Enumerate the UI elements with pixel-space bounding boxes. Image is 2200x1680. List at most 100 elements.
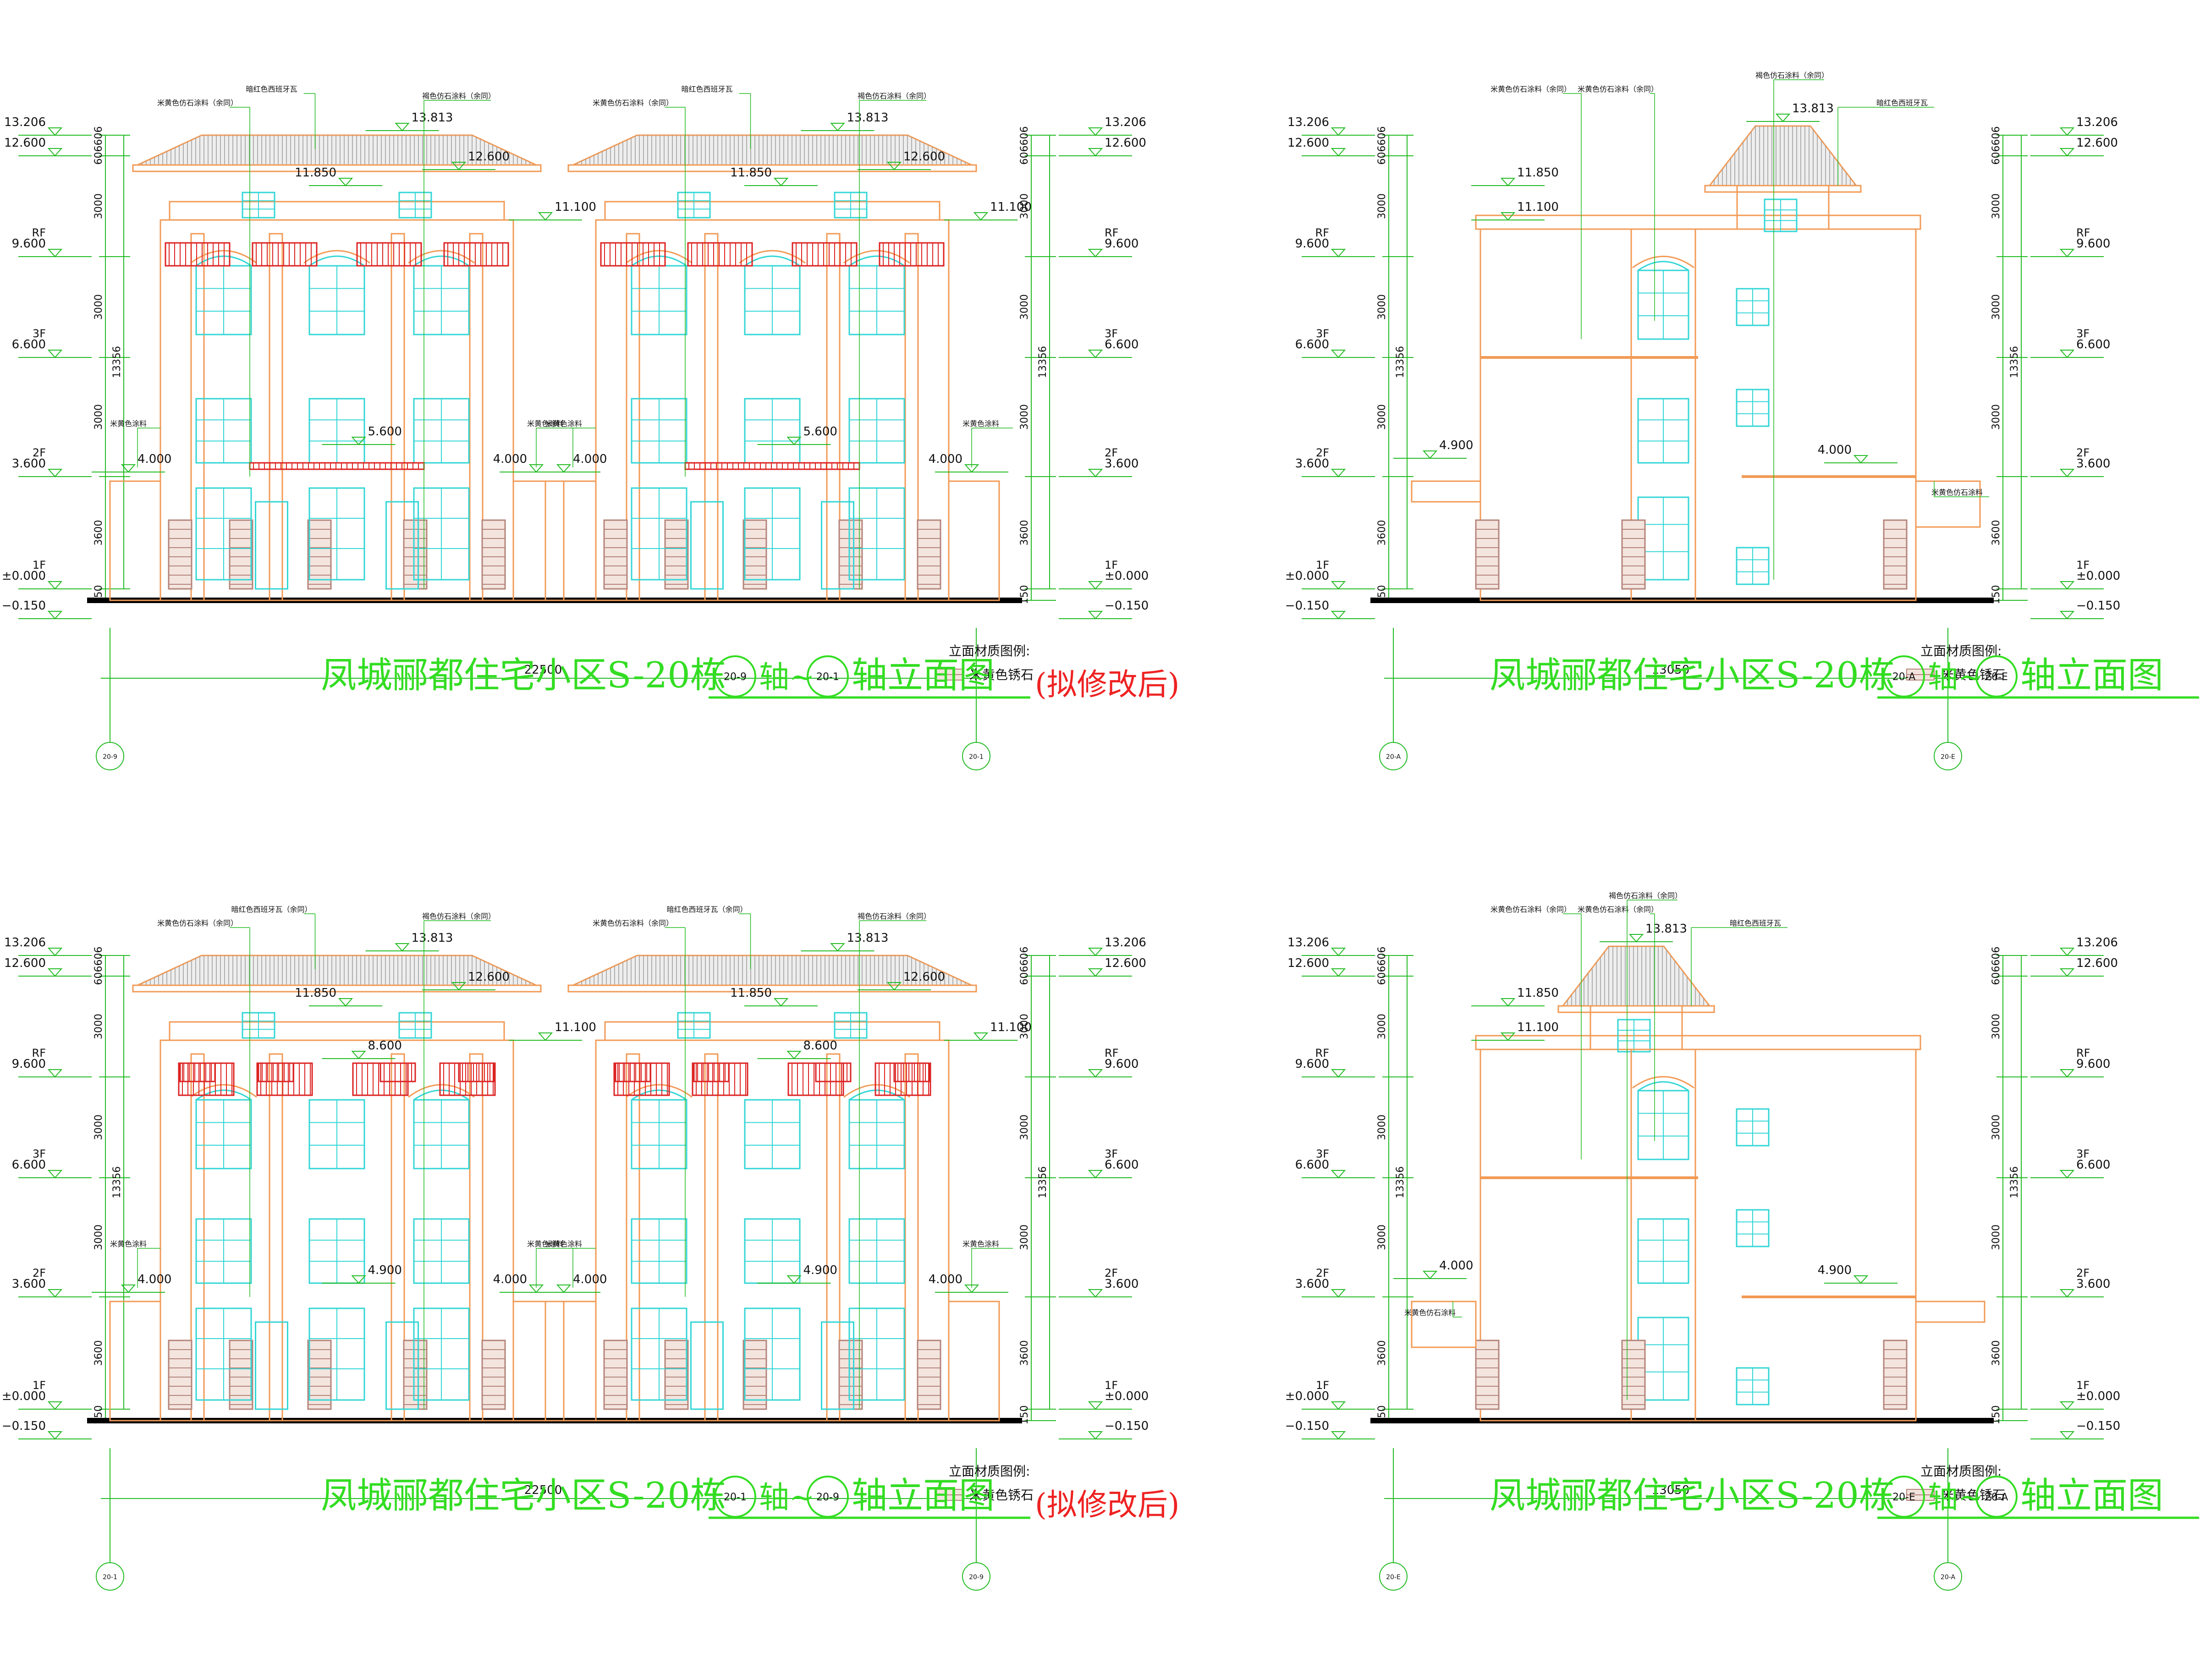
material-note: 褐色仿石涂料（余同） [422,912,495,921]
pilaster [704,233,719,601]
roof-eave [1557,1005,1715,1013]
main-body [1480,1049,1917,1422]
level-value: 4.000 [573,1273,607,1286]
stone-pier [1621,1340,1646,1410]
level-value: 11.850 [1517,986,1559,1000]
level-name: 2F [33,446,46,459]
level-triangle [1088,968,1103,977]
level-value: 12.600 [4,136,46,150]
title-suffix: 轴立面图 [2020,1475,2163,1516]
stone-pier [403,1340,428,1410]
level-value: 13.813 [847,931,889,945]
level-value: 3.600 [12,457,46,471]
level-value: 12.600 [4,956,46,970]
material-note: 米黄色仿石涂料（余同） [1578,905,1658,914]
level-triangle [1331,611,1346,620]
level-triangle [47,469,63,478]
level-triangle [47,1170,63,1179]
roof-fascia [169,201,505,221]
pilaster [826,233,841,601]
legend-title: 立面材质图例: [1920,1464,2002,1479]
dimension-text: 606606 [1376,947,1388,985]
level-triangle [1331,350,1346,358]
stone-pier [168,519,192,590]
window-arch [631,1089,687,1101]
level-triangle [773,178,789,187]
axis-bubble-label: 20-E [1985,671,2008,683]
entry-door [690,501,724,590]
level-name: 1F [33,559,46,571]
level-value: 3.600 [1295,1277,1329,1291]
level-value: 9.600 [1295,237,1329,251]
level-value: 4.000 [138,452,171,466]
level-triangle [1422,1271,1438,1279]
level-triangle [2059,469,2075,478]
level-value: ±0.000 [2,569,46,583]
stone-pier [742,1340,767,1410]
pilaster [826,1053,841,1422]
level-value: −0.150 [1285,1419,1329,1433]
pilaster [626,1053,640,1422]
level-value: 9.600 [1105,1057,1138,1071]
level-triangle [1331,127,1346,136]
title-building: S-20栋 [607,1475,726,1516]
dimension-text: 3000 [93,193,104,219]
stone-pier [168,1340,192,1410]
level-name: 1F [1316,1379,1329,1392]
level-triangle [47,1289,63,1298]
dimension-text: 3000 [1991,1014,2002,1039]
level-name: 2F [1316,446,1329,459]
level-value: 3.600 [2076,457,2110,471]
pilaster [704,1053,719,1422]
level-name: 2F [33,1267,46,1279]
material-note: 褐色仿石涂料（余同） [858,912,931,921]
window-arch-trim [626,1084,693,1098]
window-bay [1630,228,1696,601]
dimension-text: 3600 [93,520,104,546]
material-note: 褐色仿石涂料（余同） [1609,891,1682,900]
level-triangle [2059,1401,2075,1410]
material-note: 米黄色涂料 [545,419,582,428]
dimension-text: 3600 [1019,1340,1030,1366]
entry-door [821,1321,854,1410]
balcony-railing [165,242,231,267]
level-value: −0.150 [1105,1419,1149,1433]
stone-pier [917,1340,941,1410]
level-triangle [2059,581,2075,590]
dimension-text: 606606 [1991,126,2002,165]
dimension-text: 3000 [1019,404,1030,430]
level-name: 1F [1316,559,1329,571]
level-triangle [1331,249,1346,258]
level-name: RF [2076,226,2090,239]
level-name: 2F [2076,1267,2090,1279]
material-note: 米黄色涂料 [962,1240,999,1248]
axis-bubble-label: 20-A [1941,1574,1956,1581]
level-triangle [451,162,467,170]
level-triangle [47,1431,63,1440]
balcony-railing [893,1062,930,1082]
side-wing [109,480,161,601]
entry-door [385,1321,419,1410]
window-arch [744,255,800,267]
legend-title: 立面材质图例: [949,643,1030,659]
title-note: (拟修改后) [1035,667,1180,702]
level-triangle [1331,1431,1346,1440]
roof-eave [1704,185,1862,193]
dimension-text: 3600 [1019,520,1030,546]
level-value: −0.150 [2,1419,46,1433]
stone-pier [917,519,941,590]
level-name: 1F [2076,1379,2090,1392]
level-triangle [1331,1170,1346,1179]
side-wing [948,480,1000,601]
level-value: 3.600 [12,1277,46,1291]
stone-pier [403,519,428,590]
level-value: 12.600 [1105,136,1146,150]
title-prefix: 凤城郦都住宅小区 [321,1475,607,1516]
level-value: 4.000 [929,452,962,466]
balcony-railing [356,242,422,267]
level-triangle [47,1401,63,1410]
pilaster [269,1053,283,1422]
material-note: 暗红色西班牙瓦 [246,85,297,93]
level-triangle [1500,178,1516,187]
level-value: 4.900 [1439,439,1473,452]
